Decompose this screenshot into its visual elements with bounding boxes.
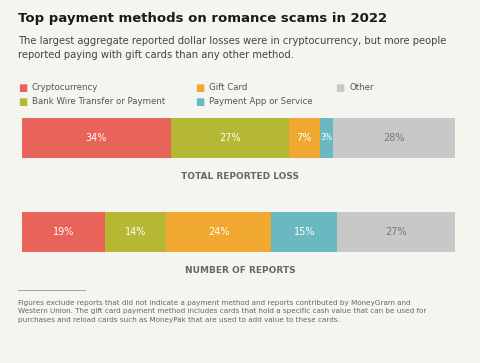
Text: Payment App or Service: Payment App or Service: [209, 98, 312, 106]
Bar: [22, 212, 105, 252]
Text: ■: ■: [18, 97, 27, 107]
Text: The largest aggregate reported dollar losses were in cryptocurrency, but more pe: The largest aggregate reported dollar lo…: [18, 36, 446, 60]
Text: Cryptocurrency: Cryptocurrency: [32, 83, 98, 93]
Text: ■: ■: [335, 83, 344, 93]
Bar: [170, 118, 289, 158]
Bar: [166, 212, 271, 252]
Text: 27%: 27%: [219, 133, 240, 143]
Text: 28%: 28%: [384, 133, 405, 143]
Text: Bank Wire Transfer or Payment: Bank Wire Transfer or Payment: [32, 98, 165, 106]
Text: Other: Other: [349, 83, 373, 93]
Text: 27%: 27%: [385, 227, 407, 237]
Bar: [105, 212, 166, 252]
Text: 7%: 7%: [297, 133, 312, 143]
Bar: [271, 212, 337, 252]
Text: 24%: 24%: [208, 227, 229, 237]
Text: NUMBER OF REPORTS: NUMBER OF REPORTS: [185, 266, 295, 275]
Text: ■: ■: [195, 83, 204, 93]
Text: TOTAL REPORTED LOSS: TOTAL REPORTED LOSS: [181, 172, 299, 181]
Text: ■: ■: [195, 97, 204, 107]
Text: ■: ■: [18, 83, 27, 93]
Bar: [333, 118, 456, 158]
Bar: [320, 118, 333, 158]
Text: Figures exclude reports that did not indicate a payment method and reports contr: Figures exclude reports that did not ind…: [18, 300, 426, 323]
Bar: [22, 118, 170, 158]
Text: Top payment methods on romance scams in 2022: Top payment methods on romance scams in …: [18, 12, 387, 25]
Text: 14%: 14%: [125, 227, 146, 237]
Bar: [289, 118, 320, 158]
Text: 19%: 19%: [52, 227, 74, 237]
Text: 15%: 15%: [293, 227, 315, 237]
Text: Gift Card: Gift Card: [209, 83, 247, 93]
Bar: [337, 212, 456, 252]
Text: 3%: 3%: [320, 134, 332, 143]
Text: 34%: 34%: [85, 133, 107, 143]
